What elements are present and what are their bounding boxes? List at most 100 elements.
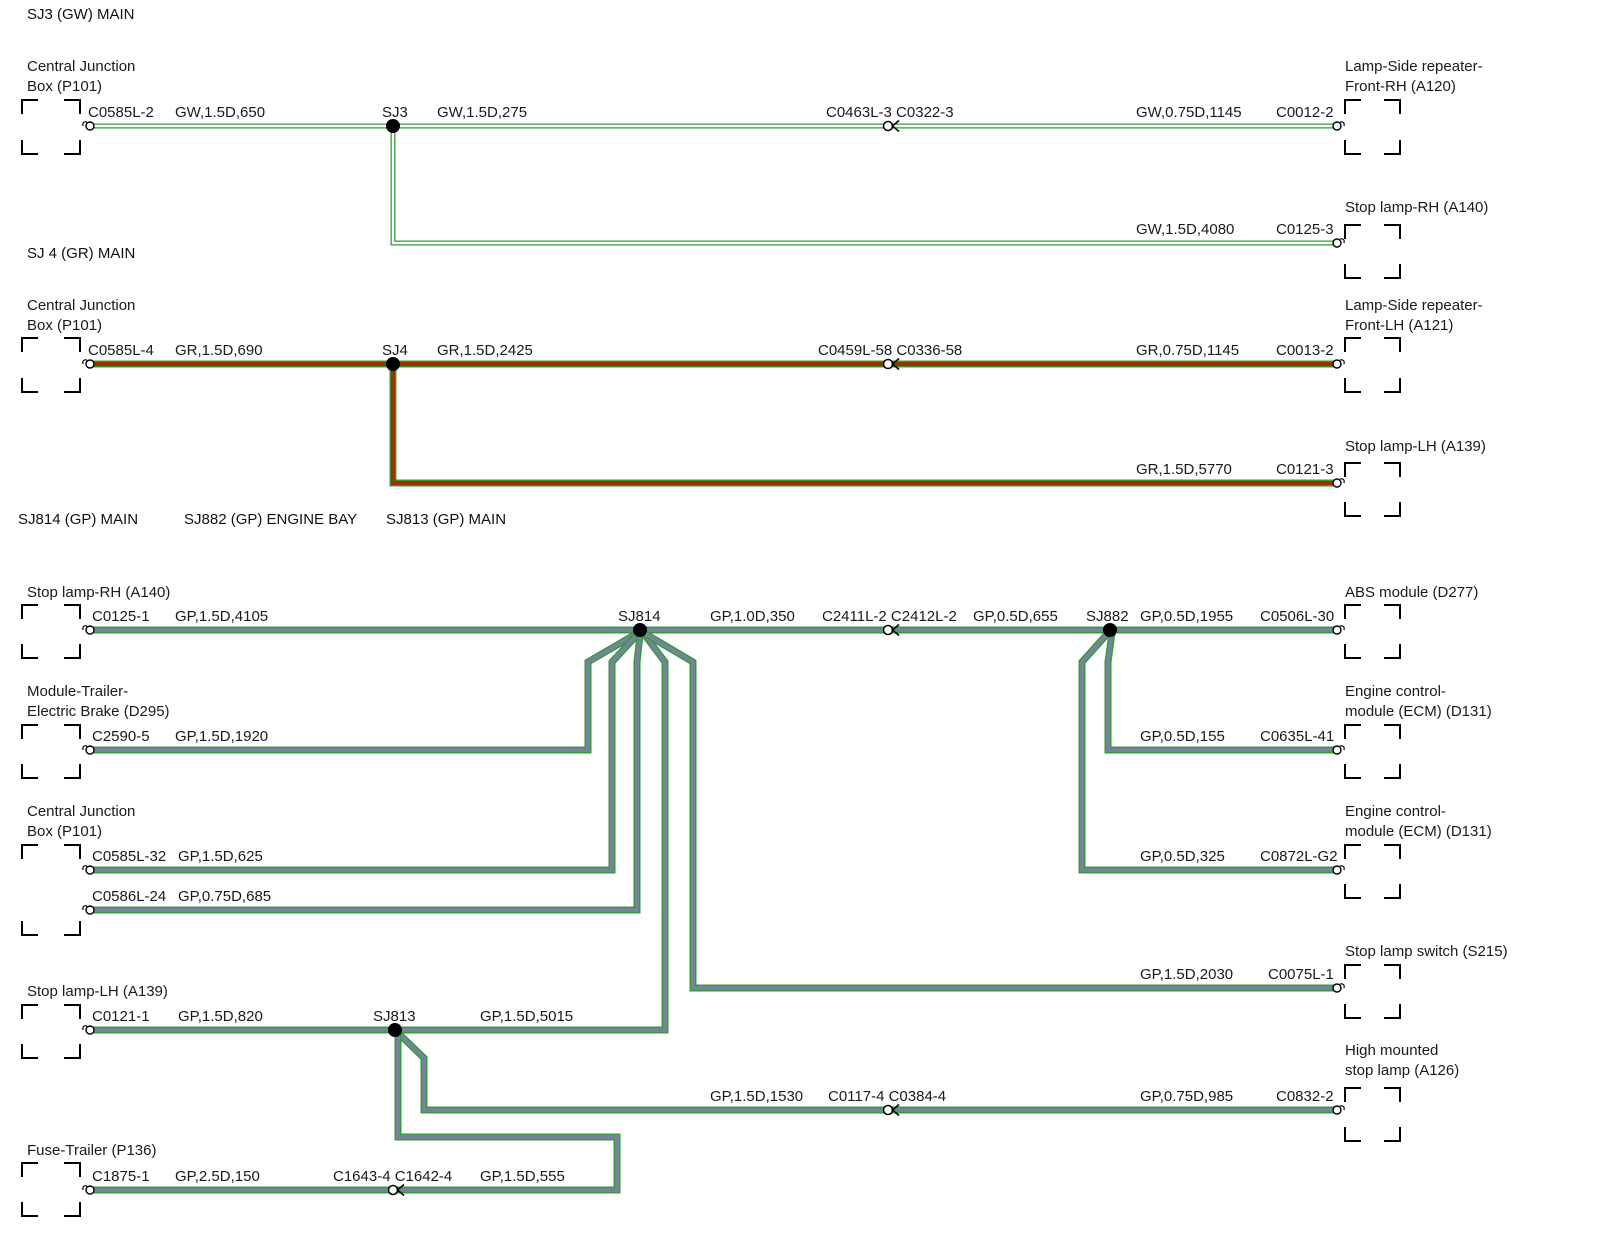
connector-pin-icon [85, 745, 95, 755]
inline-connector-icon [387, 1184, 399, 1196]
connector-pin-icon [85, 359, 95, 369]
connector-pin-tail [1339, 983, 1345, 989]
component-lamp-side-repeater-front-rh-a120: Lamp-Side repeater-Front-RH (A120) [1332, 58, 1483, 155]
wire-label: C0013-2 [1276, 342, 1334, 359]
component-label: Stop lamp-LH (A139) [1345, 438, 1486, 455]
component-box [21, 844, 81, 936]
connector-pin-icon [85, 1025, 95, 1035]
connector-pin-icon [85, 865, 95, 875]
wire-label: C2590-5 [92, 728, 150, 745]
component-box [21, 1162, 81, 1217]
component-module-trailer-electric-brake-d295: Module-Trailer-Electric Brake (D295) [21, 683, 170, 779]
wire-label: GR,0.75D,1145 [1136, 342, 1239, 359]
wire-gp-sj882-to-ecm-upper-core [1105, 632, 1337, 753]
wire-gp-sj814-to-stop-lamp-switch-core [642, 631, 1337, 991]
component-label: Stop lamp-RH (A140) [27, 584, 170, 601]
connector-pin-tail [1339, 359, 1345, 365]
wire-label: GP,1.5D,5015 [480, 1008, 573, 1025]
component-cjb-p101-top: Central Junction Box (P101) [21, 58, 135, 155]
connector-pin-tail [1339, 745, 1345, 751]
connector-pin-icon [1332, 1105, 1342, 1115]
component-label: Central Junction Box (P101) [27, 297, 135, 334]
component-box [1344, 99, 1401, 155]
wire-label: C1643-4 C1642-4 [333, 1168, 452, 1185]
component-label: Central Junction Box (P101) [27, 803, 135, 840]
component-fuse-trailer-p136: Fuse-Trailer (P136) [21, 1142, 156, 1217]
connector-pin-tail [82, 1025, 88, 1031]
connector-pin-tail [82, 625, 88, 631]
component-abs-module-d277: ABS module (D277) [1332, 584, 1478, 659]
component-box [1344, 337, 1401, 393]
wire-label: GP,1.5D,820 [178, 1008, 263, 1025]
connector-pin-tail [82, 905, 88, 911]
wire-label: GP,2.5D,150 [175, 1168, 260, 1185]
wire-label: C0121-1 [92, 1008, 150, 1025]
wire-label: GP,0.5D,1955 [1140, 608, 1233, 625]
connector-pin-icon [85, 905, 95, 915]
component-box [1344, 724, 1401, 779]
connector-pin-tail [82, 121, 88, 127]
wire-gw-branch-stop-lamp-rh-core [391, 126, 1337, 245]
connector-pin-tail [82, 1185, 88, 1191]
wire-label: C2411L-2 C2412L-2 [822, 608, 957, 625]
connector-pin-icon [85, 1185, 95, 1195]
wire-label: C0463L-3 C0322-3 [826, 104, 954, 121]
section-header-sj813-gp-main: SJ813 (GP) MAIN [386, 511, 507, 528]
wire-label: C0635L-41 [1260, 728, 1334, 745]
wire-label: C0872L-G2 [1260, 848, 1338, 865]
wire-label: C0586L-24 [92, 888, 166, 905]
component-stop-lamp-rh-a140-left: Stop lamp-RH (A140) [21, 584, 170, 659]
wire-label: C0125-1 [92, 608, 150, 625]
inline-connector-icon [882, 120, 894, 132]
component-box [21, 337, 81, 393]
connector-pin-tail [1339, 1105, 1345, 1111]
connector-pin-icon [1332, 238, 1342, 248]
wire-gp-cjb32-to-sj814-core [90, 632, 640, 873]
splices-layer [386, 119, 1117, 1037]
inline-connector-arrow-icon [396, 1183, 405, 1197]
wire-label: C0121-3 [1276, 461, 1334, 478]
wire-gp-sj813-to-sj814 [90, 631, 669, 1034]
connector-pin-icon [1332, 121, 1342, 131]
component-box [1344, 844, 1401, 899]
component-box [21, 604, 81, 659]
component-label: Central Junction Box (P101) [27, 58, 135, 95]
components-layer: Central Junction Box (P101) Lamp-Side repe… [21, 58, 1508, 1217]
wire-gp-sj813-to-sj814-core [90, 632, 668, 1033]
component-box [21, 724, 81, 779]
splice-label-SJ813: SJ813 [373, 1008, 416, 1025]
splice-SJ813 [388, 1023, 402, 1037]
wire-label: C0075L-1 [1268, 966, 1334, 983]
labels-layer: SJ3 SJ4 SJ814 SJ882 SJ813 C0585L-2 GW,1.5D,650… [88, 104, 1338, 1185]
wire-label: GP,1.5D,2030 [1140, 966, 1233, 983]
wire-label: GP,1.0D,350 [710, 608, 795, 625]
wire-label: C1875-1 [92, 1168, 150, 1185]
connector-pin-icon [1332, 625, 1342, 635]
connector-pin-icon [1332, 359, 1342, 369]
section-header-sj882-gp-engine-bay: SJ882 (GP) ENGINE BAY [184, 511, 358, 528]
section-header-sj4-gr-main: SJ 4 (GR) MAIN [27, 245, 136, 262]
splice-SJ814 [633, 623, 647, 637]
splice-label-SJ4: SJ4 [382, 342, 408, 359]
wire-label: GP,0.5D,655 [973, 608, 1058, 625]
component-stop-lamp-lh-a139-left: Stop lamp-LH (A139) [21, 983, 168, 1059]
wire-gp-sj814-to-stop-lamp-switch [642, 629, 1337, 992]
wire-gr-branch-stop-lamp-lh-core [390, 364, 1337, 486]
connector-pin-icon [1332, 865, 1342, 875]
section-header-sj814-gp-main: SJ814 (GP) MAIN [18, 511, 139, 528]
connectors-layer [387, 119, 900, 1197]
wire-label: GR,1.5D,690 [175, 342, 263, 359]
component-lamp-side-repeater-front-lh-a121: Lamp-Side repeater-Front-LH (A121) [1332, 297, 1483, 393]
component-cjb-p101-mid: Central Junction Box (P101) [21, 297, 135, 393]
component-ecm-d131-upper: Engine control-module (ECM) (D131) [1332, 683, 1492, 779]
wire-label: GP,1.5D,555 [480, 1168, 565, 1185]
connector-pin-tail [82, 359, 88, 365]
component-box [1344, 462, 1401, 517]
wire-label: GP,0.5D,325 [1140, 848, 1225, 865]
wire-label: C0585L-2 [88, 104, 154, 121]
wire-gp-sj882-to-ecm-lower-core [1079, 631, 1337, 873]
connector-pin-icon [85, 121, 95, 131]
wire-label: C0585L-32 [92, 848, 166, 865]
component-stop-lamp-switch-s215: Stop lamp switch (S215) [1332, 943, 1508, 1019]
